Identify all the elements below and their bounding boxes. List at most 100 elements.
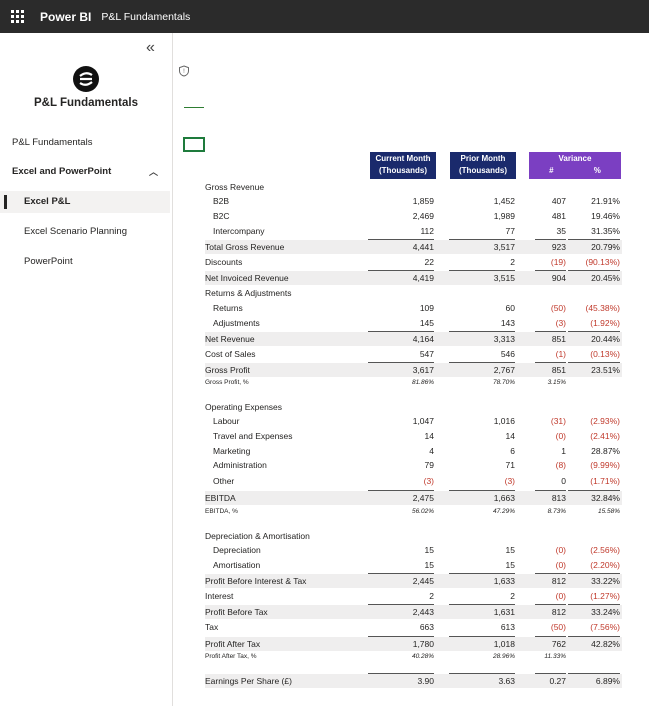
table-row: Intercompany 112 77 35 31.35% [205,224,622,238]
total-underline [535,636,566,637]
cell-c1: 2,443 [412,607,434,617]
header-variance-abs: # [549,166,554,175]
brand-name[interactable]: Power BI [40,9,92,24]
cell-c4: (2.93%) [590,416,620,426]
cell-c3: (0) [555,591,566,601]
table-row: Other (3) (3) 0 (1.71%) [205,474,622,488]
app-logo-icon [73,66,99,92]
cell-c4: 19.46% [591,211,620,221]
cell-c2: 6 [510,446,515,456]
row-label: Gross Profit, % [205,379,249,386]
cell-c3: (8) [555,460,566,470]
row-label: Tax [205,622,219,632]
sidebar: « P&L Fundamentals P&L Fundamentals Exce… [0,33,172,706]
table-row: Cost of Sales 547 546 (1) (0.13%) [205,347,622,361]
cell-c3: (31) [550,416,566,426]
table-row: Discounts 22 2 (19) (90.13%) [205,255,622,269]
row-label: Total Gross Revenue [205,242,285,252]
cell-c1: 2 [429,591,434,601]
total-underline [568,636,620,637]
collapse-sidebar-icon[interactable]: « [146,39,155,56]
cell-c2: 2 [510,591,515,601]
nav-item-powerpoint[interactable]: PowerPoint [0,251,170,273]
excel-export-button[interactable] [183,137,205,152]
table-row: Depreciation & Amortisation [205,529,622,543]
cell-c4: (45.38%) [585,303,621,313]
cell-c1: 2,469 [412,211,434,221]
cell-c2: 1,631 [493,607,515,617]
svg-text:!: ! [183,69,185,75]
cell-c4: 21.91% [591,196,620,206]
cell-c2: (3) [504,476,515,486]
row-label: Gross Revenue [205,182,265,192]
cell-c3: 851 [551,334,566,344]
cell-c3: (3) [555,318,566,328]
row-label: Administration [213,460,267,470]
table-row: Tax 663 613 (50) (7.56%) [205,620,622,634]
total-underline [535,362,566,363]
nav-item-excel-pl[interactable]: Excel P&L [0,191,170,213]
total-underline [568,604,620,605]
cell-c2: 1,633 [493,576,515,586]
table-row: Interest 2 2 (0) (1.27%) [205,589,622,603]
row-label: Labour [213,416,240,426]
cell-c2: 1,663 [493,493,515,503]
total-underline [568,490,620,491]
app-title: P&L Fundamentals [34,97,138,109]
header-current-month: Current Month (Thousands) [370,152,436,179]
total-underline [368,573,434,574]
table-row: Gross Profit, % 81.86% 78.70% 3.15% [205,376,622,390]
cell-c4: 6.89% [595,676,620,686]
sensitivity-shield-icon[interactable]: ! [178,65,190,77]
cell-c1: 56.02% [411,508,434,515]
cell-c3: 813 [551,493,566,503]
cell-c1: 2,445 [412,576,434,586]
total-underline [449,362,515,363]
cell-c2: 77 [505,226,515,236]
cell-c3: 481 [551,211,566,221]
table-row: Returns & Adjustments [205,286,622,300]
table-row: Profit Before Tax 2,443 1,631 812 33.24% [205,604,622,619]
row-label: Returns & Adjustments [205,288,292,298]
cell-c2: 613 [500,622,515,632]
row-label: Other [213,476,235,486]
cell-c3: 8.73% [547,508,566,515]
cell-c4: 20.45% [591,273,620,283]
row-label: Profit Before Interest & Tax [205,576,307,586]
tab-indicator [184,107,204,108]
table-row: Depreciation 15 15 (0) (2.56%) [205,543,622,557]
cell-c1: 79 [424,460,434,470]
row-label: Profit After Tax [205,639,261,649]
table-row: Amortisation 15 15 (0) (2.20%) [205,558,622,572]
row-label: Discounts [205,257,243,267]
nav-group-excel-powerpoint[interactable]: Excel and PowerPoint ︿ [0,161,170,183]
table-row: Returns 109 60 (50) (45.38%) [205,301,622,315]
nav-item-pl-fundamentals[interactable]: P&L Fundamentals [0,132,170,154]
cell-c3: 904 [551,273,566,283]
cell-c3: (50) [550,303,566,313]
cell-c2: 1,018 [493,639,515,649]
row-label: B2B [213,196,230,206]
cell-c1: 663 [419,622,434,632]
total-underline [449,490,515,491]
table-row: Profit After Tax, % 40.28% 28.96% 11.33% [205,650,622,664]
row-label: Profit After Tax, % [205,653,257,660]
total-underline [535,270,566,271]
row-label: Returns [213,303,243,313]
row-label: Adjustments [213,318,260,328]
cell-c3: 0 [561,476,566,486]
app-launcher-icon[interactable] [0,0,34,33]
cell-c2: 60 [505,303,515,313]
nav-item-label: Excel and PowerPoint [12,166,112,177]
nav-item-excel-scenario-planning[interactable]: Excel Scenario Planning [0,221,170,243]
cell-c1: 4,164 [412,334,434,344]
cell-c1: 112 [420,226,434,236]
cell-c1: 109 [419,303,434,313]
top-bar: Power BI P&L Fundamentals [0,0,649,33]
header-variance: Variance #% [529,152,621,179]
cell-c3: 1 [561,446,566,456]
cell-c3: 762 [551,639,566,649]
cell-c4: (0.13%) [590,349,620,359]
cell-c3: 812 [551,607,566,617]
table-row: Gross Revenue [205,180,622,194]
